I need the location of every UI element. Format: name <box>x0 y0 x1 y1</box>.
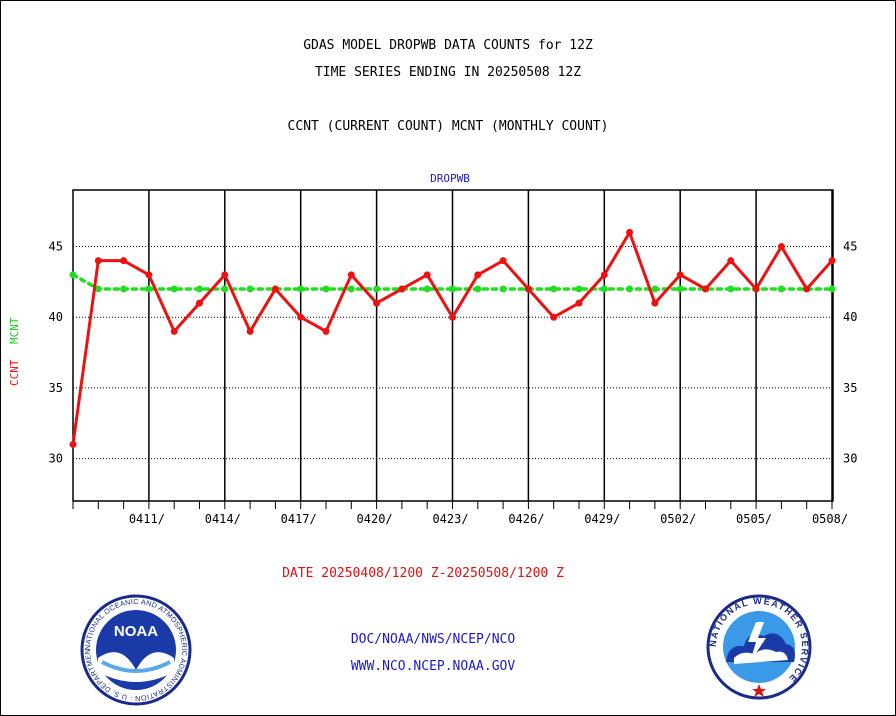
dataset-label: DROPWB <box>430 172 470 185</box>
y-tick-label-right: 45 <box>843 240 857 254</box>
x-tick-label: 0423/ <box>432 512 468 526</box>
data-point-ccnt <box>676 271 684 279</box>
data-point-ccnt <box>474 271 482 279</box>
y-tick-label-right: 40 <box>843 310 857 324</box>
data-point-ccnt <box>196 299 203 307</box>
data-point-mcnt <box>196 285 203 293</box>
y-tick-label: 40 <box>49 310 63 324</box>
data-point-mcnt <box>170 285 178 293</box>
data-point-ccnt <box>221 271 229 279</box>
credit-line1: DOC/NOAA/NWS/NCEP/NCO <box>350 632 516 647</box>
data-point-ccnt <box>297 313 305 321</box>
data-point-mcnt <box>550 285 558 293</box>
data-point-ccnt <box>347 271 355 279</box>
data-point-mcnt <box>221 285 229 293</box>
data-point-mcnt <box>600 285 608 293</box>
x-tick-label: 0420/ <box>357 512 393 526</box>
data-point-ccnt <box>752 285 760 293</box>
data-point-mcnt <box>94 285 102 293</box>
x-tick-label: 0426/ <box>508 512 544 526</box>
data-point-mcnt <box>246 285 254 293</box>
data-point-mcnt <box>626 285 634 293</box>
y-tick-label: 35 <box>49 381 63 395</box>
x-tick-label: 0411/ <box>129 512 165 526</box>
data-point-ccnt <box>777 243 785 251</box>
data-point-ccnt <box>170 327 178 335</box>
data-point-ccnt <box>499 257 507 265</box>
data-point-ccnt <box>145 271 153 279</box>
y-tick-label-right: 35 <box>843 381 857 395</box>
data-point-mcnt <box>145 285 153 293</box>
data-point-mcnt <box>651 285 659 293</box>
credit-line2: WWW.NCO.NCEP.NOAA.GOV <box>350 659 516 674</box>
data-point-ccnt <box>271 285 279 293</box>
nws-logo-icon: NATIONAL WEATHER SERVICE <box>706 594 812 700</box>
data-point-ccnt <box>651 299 659 307</box>
chart-subtitle: CCNT (CURRENT COUNT) MCNT (MONTHLY COUNT… <box>287 119 609 134</box>
data-point-mcnt <box>69 271 77 279</box>
data-point-mcnt <box>373 285 381 293</box>
y-tick-label: 45 <box>49 240 63 254</box>
data-point-ccnt <box>398 285 406 293</box>
x-tick-label: 0502/ <box>660 512 696 526</box>
data-point-ccnt <box>120 257 128 265</box>
data-point-mcnt <box>777 285 785 293</box>
data-point-ccnt <box>828 257 836 265</box>
data-point-mcnt <box>120 285 128 293</box>
data-point-mcnt <box>727 285 735 293</box>
data-point-mcnt <box>347 285 355 293</box>
data-point-mcnt <box>828 285 836 293</box>
data-point-ccnt <box>600 271 608 279</box>
data-point-ccnt <box>322 327 330 335</box>
data-point-ccnt <box>727 257 735 265</box>
data-point-mcnt <box>499 285 507 293</box>
data-point-ccnt <box>803 285 811 293</box>
y-tick-label-right: 30 <box>843 452 857 466</box>
data-point-mcnt <box>297 285 305 293</box>
x-axis-title: DATE 20250408/1200 Z-20250508/1200 Z <box>282 566 564 581</box>
data-point-ccnt <box>69 440 77 448</box>
data-point-mcnt <box>676 285 684 293</box>
data-point-ccnt <box>246 327 254 335</box>
chart-title-line2: TIME SERIES ENDING IN 20250508 12Z <box>314 65 582 80</box>
data-point-mcnt <box>474 285 482 293</box>
chart-title-line1: GDAS MODEL DROPWB DATA COUNTS for 12Z <box>303 38 593 53</box>
noaa-logo-icon: NOAA NATIONAL OCEANIC AND ATMOSPHERIC AD… <box>76 590 192 706</box>
x-tick-label: 0417/ <box>281 512 317 526</box>
data-point-ccnt <box>702 285 709 293</box>
data-point-ccnt <box>373 299 381 307</box>
data-point-ccnt <box>550 313 558 321</box>
data-point-ccnt <box>94 257 102 265</box>
data-point-ccnt <box>423 271 431 279</box>
data-point-mcnt <box>322 285 330 293</box>
data-point-ccnt <box>626 228 634 236</box>
y-tick-label: 30 <box>49 452 63 466</box>
noaa-logo-text: NOAA <box>114 623 158 640</box>
data-point-ccnt <box>575 299 583 307</box>
data-point-mcnt <box>575 285 583 293</box>
x-tick-label: 0505/ <box>736 512 772 526</box>
data-point-ccnt <box>524 285 532 293</box>
x-tick-label: 0414/ <box>205 512 241 526</box>
x-tick-label: 0429/ <box>584 512 620 526</box>
data-point-mcnt <box>423 285 431 293</box>
x-tick-label: 0508/ <box>812 512 848 526</box>
data-point-ccnt <box>449 313 456 321</box>
data-point-mcnt <box>449 285 456 293</box>
